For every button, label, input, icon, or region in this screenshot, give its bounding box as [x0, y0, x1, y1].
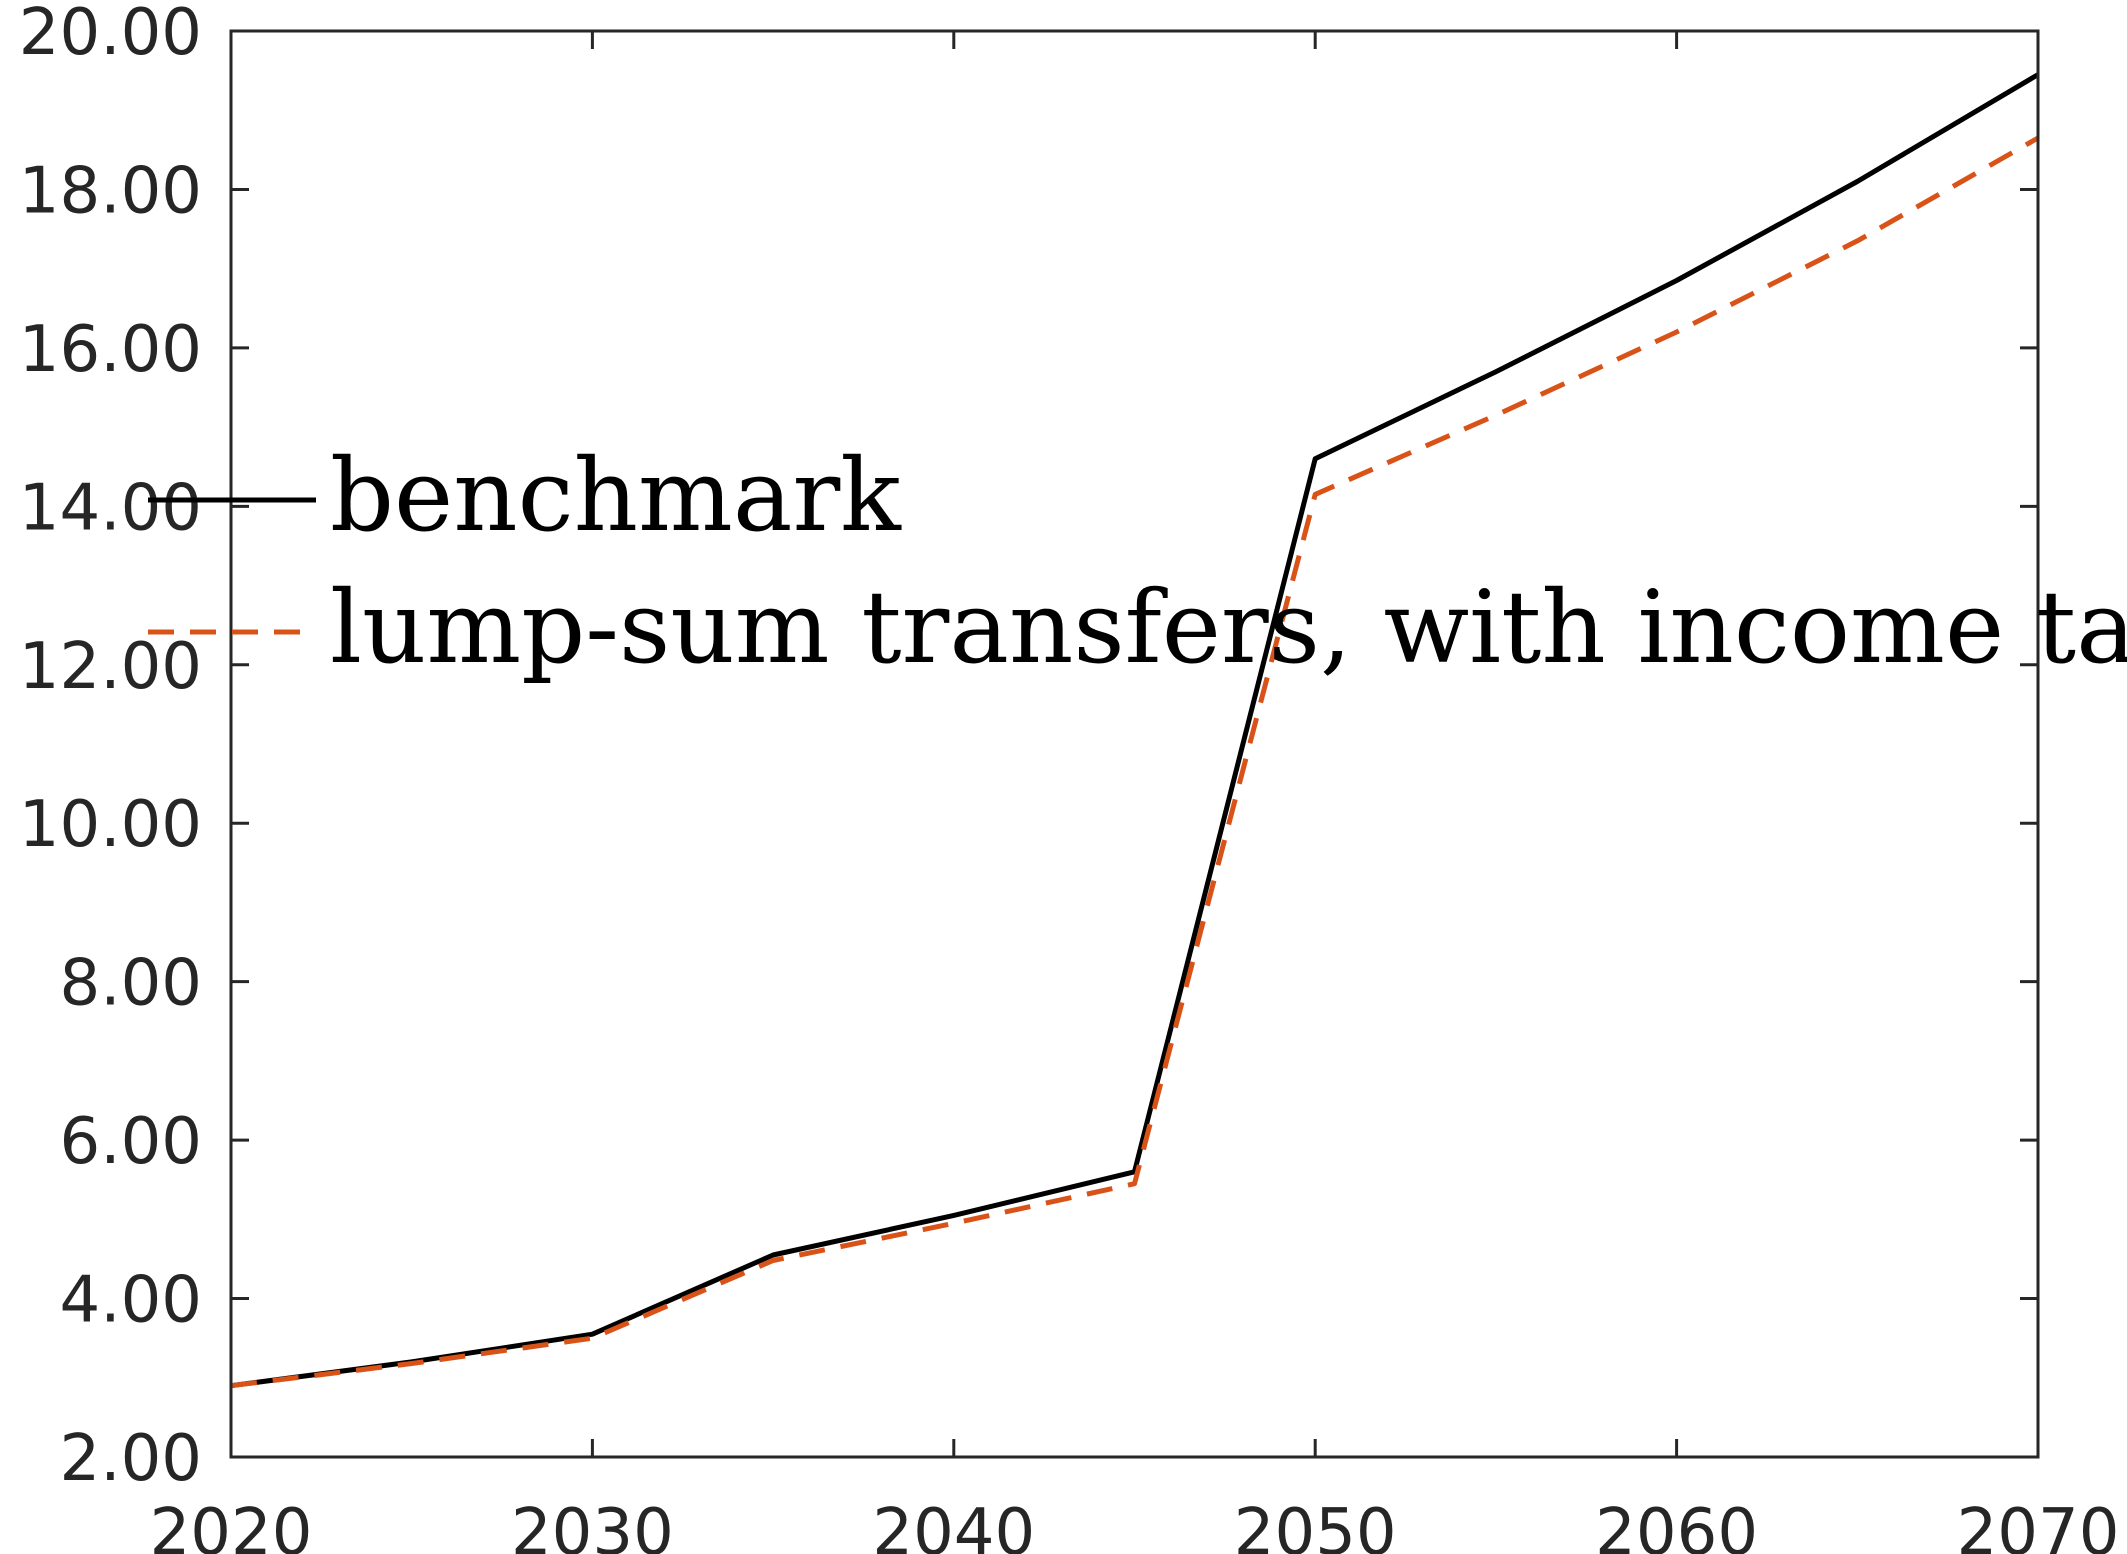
series-layer — [230, 72, 2040, 1389]
y-tick-label: 2.00 — [60, 1422, 203, 1496]
y-tick-label: 20.00 — [19, 0, 202, 70]
x-tick-label: 2050 — [1234, 1496, 1397, 1554]
y-tick-label: 12.00 — [19, 630, 202, 704]
y-tick-label: 16.00 — [19, 313, 202, 387]
x-tick-label: 2020 — [150, 1496, 313, 1554]
y-tick-label: 18.00 — [19, 154, 202, 228]
y-tick-label: 8.00 — [60, 947, 203, 1021]
x-tick-label: 2030 — [511, 1496, 674, 1554]
x-tick-label: 2060 — [1595, 1496, 1758, 1554]
x-tick-label: 2070 — [1957, 1496, 2120, 1554]
series-line-1 — [230, 135, 2040, 1389]
x-tick-label: 2040 — [872, 1496, 1035, 1554]
series-line-0 — [230, 72, 2040, 1389]
plot-frame — [229, 29, 2040, 1459]
legend-label-0: benchmark — [330, 437, 902, 554]
y-tick-label: 14.00 — [19, 471, 202, 545]
legend: benchmark lump-sum transfers, with income… — [148, 437, 2127, 686]
tick-layer: 2020 2030 2040 2050 2060 2070 2.00 4.00 6.00 8.00… — [19, 0, 2120, 1554]
legend-label-1: lump-sum transfers, with income tax — [330, 569, 2127, 686]
y-tick-label: 10.00 — [19, 788, 202, 862]
y-tick-label: 6.00 — [60, 1105, 203, 1179]
y-tick-label: 4.00 — [60, 1264, 203, 1338]
